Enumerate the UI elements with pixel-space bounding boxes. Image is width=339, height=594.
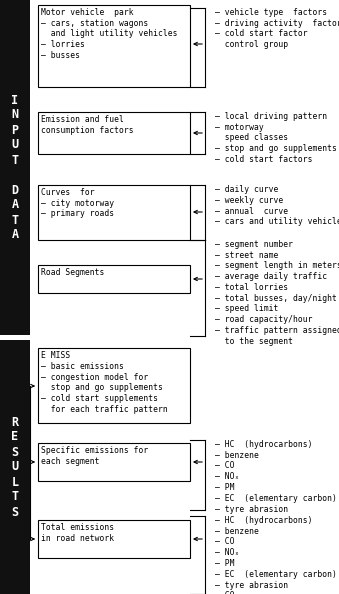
Bar: [0, 0, 30, 335]
Text: E MISS
– basic emissions
– congestion model for
  stop and go supplements
– cold: E MISS – basic emissions – congestion mo…: [41, 351, 168, 414]
Bar: [38, 185, 190, 240]
Text: – HC  (hydrocarbons)
– benzene
– CO
– NOₓ
– PM
– EC  (elementary carbon)
– tyre : – HC (hydrocarbons) – benzene – CO – NOₓ…: [215, 440, 337, 513]
Bar: [38, 5, 190, 87]
Bar: [38, 443, 190, 481]
Bar: [38, 112, 190, 154]
Text: Motor vehicle  park
– cars, station wagons
  and light utility vehicles
– lorrie: Motor vehicle park – cars, station wagon…: [41, 8, 178, 60]
Text: – local driving pattern
– motorway
  speed classes
– stop and go supplements
– c: – local driving pattern – motorway speed…: [215, 112, 337, 164]
Bar: [38, 520, 190, 558]
Text: – daily curve
– weekly curve
– annual  curve
– cars and utility vehicles: – daily curve – weekly curve – annual cu…: [215, 185, 339, 226]
Bar: [38, 348, 190, 423]
Bar: [38, 265, 190, 293]
Text: – segment number
– street name
– segment length in meters
– average daily traffi: – segment number – street name – segment…: [215, 240, 339, 346]
Text: Total emissions
in road network: Total emissions in road network: [41, 523, 114, 543]
Text: Road Segments: Road Segments: [41, 268, 104, 277]
Text: I
N
P
U
T
 
D
A
T
A: I N P U T D A T A: [12, 93, 19, 242]
Text: R
E
S
U
L
T
S: R E S U L T S: [12, 415, 19, 519]
Text: Curves  for
– city motorway
– primary roads: Curves for – city motorway – primary roa…: [41, 188, 114, 219]
Text: – HC  (hydrocarbons)
– benzene
– CO
– NOₓ
– PM
– EC  (elementary carbon)
– tyre : – HC (hydrocarbons) – benzene – CO – NOₓ…: [215, 516, 337, 594]
Bar: [0, 340, 30, 594]
Text: Specific emissions for
each segment: Specific emissions for each segment: [41, 446, 148, 466]
Text: Emission and fuel
consumption factors: Emission and fuel consumption factors: [41, 115, 134, 135]
Text: – vehicle type  factors
– driving activity  factors
– cold start factor
  contro: – vehicle type factors – driving activit…: [215, 8, 339, 49]
